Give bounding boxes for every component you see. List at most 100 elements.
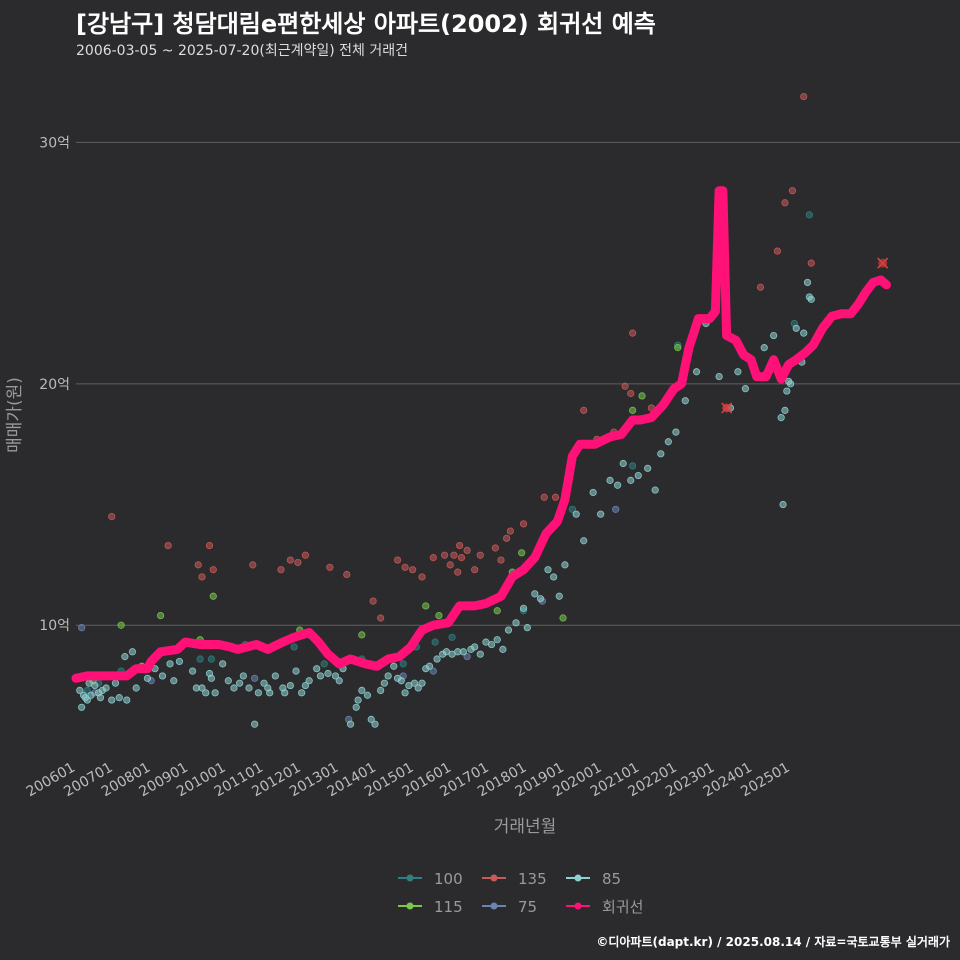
data-point-135	[377, 614, 385, 622]
data-point-85	[770, 331, 778, 340]
data-point-115	[117, 621, 125, 629]
data-point-135	[476, 551, 484, 559]
data-point-135	[456, 541, 464, 550]
data-point-100	[196, 655, 204, 663]
data-point-85	[493, 636, 501, 644]
data-point-85	[760, 344, 768, 352]
data-point-85	[301, 681, 310, 690]
data-point-100	[290, 643, 298, 651]
data-point-85	[401, 689, 409, 697]
data-point-85	[779, 500, 787, 509]
highlight-x-marker	[721, 402, 733, 414]
data-point-135	[198, 573, 206, 581]
chart-subtitle: 2006-03-05 ~ 2025-07-20(최근계약일) 전체 거래건	[76, 43, 408, 59]
data-point-85	[175, 657, 184, 666]
data-point-85	[96, 694, 105, 702]
data-point-85	[132, 684, 140, 692]
data-point-85	[266, 689, 274, 697]
data-point-85	[634, 471, 642, 480]
data-point-135	[108, 512, 116, 521]
data-point-85	[158, 672, 167, 680]
data-point-75	[429, 667, 437, 675]
data-point-135	[540, 493, 548, 501]
data-point-85	[166, 660, 174, 668]
data-point-135	[471, 566, 479, 574]
legend-item-75: 75	[482, 898, 537, 916]
data-point-85	[589, 488, 597, 497]
data-point-135	[209, 566, 217, 574]
data-point-135	[205, 541, 214, 550]
data-point-85	[224, 677, 232, 685]
data-point-85	[108, 696, 116, 704]
data-point-135	[301, 551, 310, 559]
data-point-85	[245, 684, 253, 692]
y-axis-title: 매매가(원)	[5, 377, 25, 453]
data-point-135	[627, 389, 635, 398]
data-point-135	[457, 554, 466, 562]
data-point-85	[410, 679, 419, 687]
data-point-135	[454, 568, 462, 576]
data-point-85	[367, 715, 375, 723]
data-point-115	[422, 602, 430, 610]
data-point-85	[555, 592, 563, 600]
data-point-85	[459, 648, 467, 656]
data-point-100	[320, 660, 328, 668]
data-point-85	[499, 645, 507, 653]
grid-lines	[76, 141, 960, 626]
data-point-85	[781, 406, 789, 414]
data-point-85	[792, 324, 800, 332]
data-point-85	[664, 438, 672, 446]
data-point-135	[503, 534, 511, 542]
data-point-85	[550, 573, 558, 581]
data-point-85	[777, 414, 785, 422]
regression-line	[71, 186, 891, 683]
legend-label: 85	[602, 870, 621, 888]
data-point-85	[692, 368, 701, 376]
legend-item-회귀선: 회귀선	[566, 898, 643, 916]
data-point-85	[211, 689, 219, 697]
data-point-85	[230, 684, 238, 692]
y-axis-ticks: 10억 20억 30억	[39, 135, 70, 634]
data-point-85	[807, 295, 815, 303]
data-point-135	[756, 283, 765, 291]
data-point-85	[281, 689, 289, 697]
data-point-135	[369, 597, 377, 605]
data-point-85	[260, 679, 268, 687]
data-point-135	[450, 551, 458, 559]
data-point-100	[83, 686, 91, 695]
data-point-85	[487, 640, 496, 649]
data-point-135	[409, 566, 417, 574]
data-point-85	[316, 672, 325, 680]
data-point-135	[249, 561, 257, 569]
data-point-85	[657, 450, 665, 458]
data-point-85	[91, 681, 99, 690]
data-point-135	[294, 558, 302, 567]
data-point-135	[286, 556, 294, 564]
data-point-100	[568, 505, 577, 513]
data-point-115	[435, 611, 443, 620]
data-point-135	[277, 566, 285, 574]
data-point-85	[115, 694, 123, 702]
legend-item-85: 85	[566, 870, 621, 888]
legend-item-135: 135	[482, 870, 547, 888]
data-point-115	[559, 614, 567, 622]
highlight-markers	[721, 257, 889, 414]
data-point-135	[506, 527, 514, 535]
data-point-85	[202, 689, 210, 697]
data-point-85	[397, 677, 405, 685]
legend-label: 75	[518, 898, 537, 916]
data-point-85	[715, 372, 723, 381]
data-point-85	[335, 677, 343, 685]
data-point-75	[251, 674, 259, 682]
data-point-85	[627, 476, 635, 484]
data-point-85	[83, 696, 91, 704]
data-point-100	[448, 633, 456, 641]
data-point-85	[504, 626, 513, 634]
legend-item-100: 100	[398, 870, 463, 888]
data-point-135	[788, 187, 797, 195]
data-point-85	[672, 428, 680, 436]
data-point-85	[102, 684, 110, 692]
data-point-85	[476, 650, 484, 658]
data-point-85	[128, 648, 137, 656]
data-point-85	[800, 329, 808, 337]
